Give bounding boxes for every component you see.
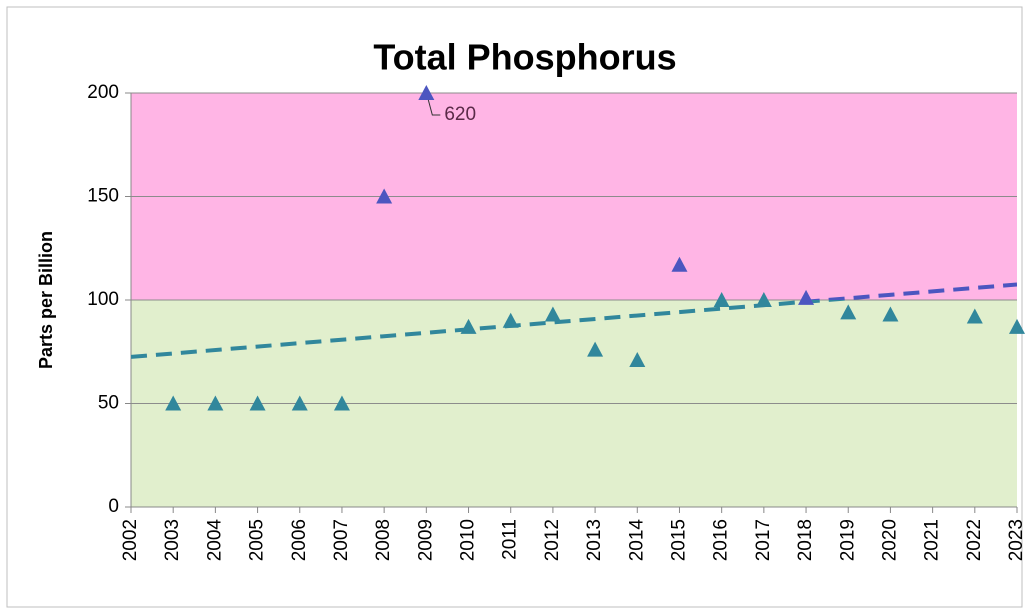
x-tick-label: 2002: [120, 519, 141, 561]
y-tick-label: 50: [98, 393, 119, 414]
y-tick-label: 0: [108, 496, 119, 517]
leader-line: [427, 99, 441, 116]
marker: [249, 395, 266, 411]
marker: [376, 188, 393, 204]
marker: [882, 306, 899, 322]
x-tick-label: 2015: [668, 519, 689, 561]
marker: [207, 395, 224, 411]
marker: [460, 318, 477, 334]
x-tick-label: 2018: [795, 519, 816, 561]
marker: [544, 306, 561, 322]
y-axis-label: Parts per Billion: [36, 231, 56, 369]
marker: [629, 352, 646, 368]
x-tick-label: 2007: [331, 519, 352, 561]
marker: [713, 292, 730, 307]
x-tick-label: 2006: [289, 519, 310, 561]
marker: [966, 308, 983, 324]
x-tick-label: 2013: [584, 519, 605, 561]
x-tick-label: 2020: [879, 519, 900, 561]
chart-title: Total Phosphorus: [373, 37, 676, 78]
x-tick-label: 2009: [415, 519, 436, 561]
marker: [1009, 318, 1025, 334]
marker: [798, 289, 815, 305]
marker: [671, 256, 688, 272]
x-tick-label: 2023: [1006, 519, 1027, 561]
marker: [502, 312, 519, 328]
x-tick-label: 2010: [458, 519, 479, 561]
y-tick-label: 100: [87, 289, 119, 310]
x-tick-label: 2005: [247, 519, 268, 561]
x-tick-label: 2022: [964, 519, 985, 561]
trendline: [802, 282, 1017, 300]
x-tick-label: 2003: [162, 519, 183, 561]
x-tick-label: 2021: [922, 519, 943, 561]
marker: [840, 304, 857, 320]
marker: [291, 395, 308, 411]
x-tick-label: 2014: [626, 519, 647, 562]
x-tick-label: 2016: [711, 519, 732, 561]
y-tick-label: 150: [87, 186, 119, 207]
x-tick-label: 2004: [204, 519, 225, 562]
marker: [333, 395, 350, 411]
x-tick-label: 2008: [373, 519, 394, 561]
x-tick-label: 2017: [753, 519, 774, 561]
x-tick-label: 2011: [500, 519, 521, 560]
y-tick-label: 200: [87, 82, 119, 103]
x-tick-label: 2019: [837, 519, 858, 561]
marker: [755, 292, 772, 307]
marker: [587, 341, 604, 357]
marker: [418, 85, 435, 100]
data-label: 620: [444, 104, 476, 125]
x-tick-label: 2012: [542, 519, 563, 561]
marker: [165, 395, 182, 411]
